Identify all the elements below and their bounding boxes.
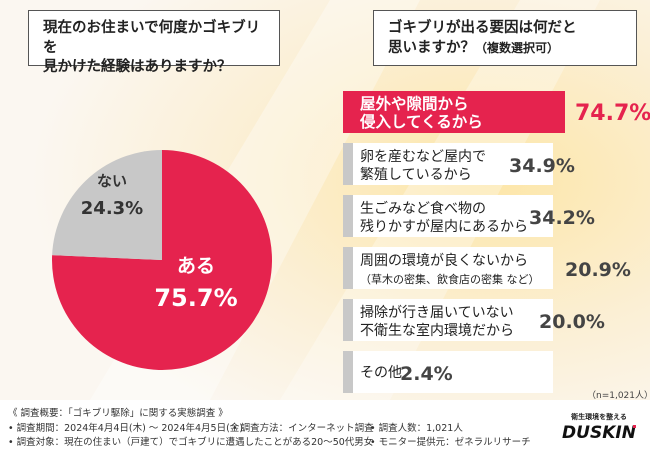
bar-category-4-line-1: 不衛生な室内環境だから bbox=[360, 322, 514, 339]
pie-slice-1 bbox=[52, 150, 162, 260]
survey-footer: 《 調査概要：「ゴキブリ駆除」に関する実態調査 》 • 調査期間：2024年4月… bbox=[0, 400, 650, 450]
bar-label-panel-2 bbox=[353, 195, 553, 237]
pie-slice-0 bbox=[51, 150, 273, 370]
footer-method: • 調査方法：インターネット調査 bbox=[232, 423, 374, 434]
bar-category-0-line-1: 侵入してくるから bbox=[359, 112, 483, 131]
bar-label-panel-1 bbox=[353, 143, 553, 185]
bar-5 bbox=[343, 351, 355, 393]
footer-period: • 調査期間：2024年4月4日(木) ～ 2024年4月5日(金) bbox=[8, 423, 244, 434]
bar-category-2-line-0: 生ごみなど食べ物の bbox=[360, 200, 486, 217]
question-left-line1: 現在のお住まいで何度かゴキブリを bbox=[43, 20, 261, 56]
bar-category-0-line-0: 屋外や隙間から bbox=[360, 94, 469, 113]
question-left-box: 現在のお住まいで何度かゴキブリを 見かけた経験はありますか？ bbox=[28, 10, 280, 75]
bar-value-5: 2.4% bbox=[400, 363, 453, 385]
pie-value-1: 24.3% bbox=[81, 198, 143, 219]
pie-chart: ある 75.7% ない 24.3% bbox=[51, 150, 273, 370]
duskin-logo: 衛生環境を整える DUSKIN bbox=[562, 412, 636, 442]
pie-label-1: ない bbox=[97, 172, 127, 190]
question-right-line1: ゴキブリが出る要因は何だと bbox=[388, 20, 577, 36]
bar-value-3: 20.9% bbox=[565, 259, 631, 281]
bar-value-2: 34.2% bbox=[529, 207, 595, 229]
question-right-sub: （複数選択可） bbox=[475, 40, 560, 55]
footer-provider: • モニター提供元：ゼネラルリサーチ bbox=[370, 437, 531, 448]
bar-category-2-line-1: 残りかすが屋内にあるから bbox=[360, 219, 528, 235]
bar-category-1-line-0: 卵を産むなど屋内で bbox=[360, 149, 486, 165]
pie-label-0: ある bbox=[177, 255, 215, 277]
footer-target: • 調査対象：現在の住まい（戸建て）でゴキブリに遭遇したことがある20～50代男… bbox=[8, 437, 374, 448]
question-right-box: ゴキブリが出る要因は何だと 思いますか？（複数選択可） bbox=[373, 10, 637, 66]
question-left-line2: 見かけた経験はありますか？ bbox=[43, 59, 232, 76]
bar-value-4: 20.0% bbox=[539, 311, 605, 333]
bar-category-5-line-0: その他 bbox=[360, 365, 402, 381]
logo-tagline: 衛生環境を整える bbox=[570, 412, 627, 421]
footer-count: • 調査人数：1,021人 bbox=[370, 423, 463, 434]
pie-value-0: 75.7% bbox=[154, 284, 237, 312]
question-right-line2: 思いますか？ bbox=[388, 39, 475, 56]
bar-label-panel-5 bbox=[353, 351, 553, 393]
footer-title: 《 調査概要：「ゴキブリ駆除」に関する実態調査 》 bbox=[8, 408, 228, 419]
bar-label-panel-0 bbox=[353, 91, 565, 133]
bar-label-panel-3 bbox=[353, 247, 553, 289]
bar-value-1: 34.9% bbox=[509, 155, 575, 177]
bar-category-4-line-0: 掃除が行き届いていない bbox=[360, 304, 514, 321]
bar-category-1-line-1: 繁殖しているから bbox=[360, 166, 472, 183]
bar-category-3-line-1: （草木の密集、飲食店の密集 など） bbox=[360, 272, 540, 286]
sample-size-note: （n=1,021人） bbox=[587, 391, 650, 401]
bar-label-panel-4 bbox=[353, 299, 553, 341]
bar-category-3-line-0: 周囲の環境が良くないから bbox=[360, 253, 528, 269]
logo-name: DUSKIN bbox=[562, 423, 636, 442]
bar-value-0: 74.7% bbox=[575, 101, 650, 126]
